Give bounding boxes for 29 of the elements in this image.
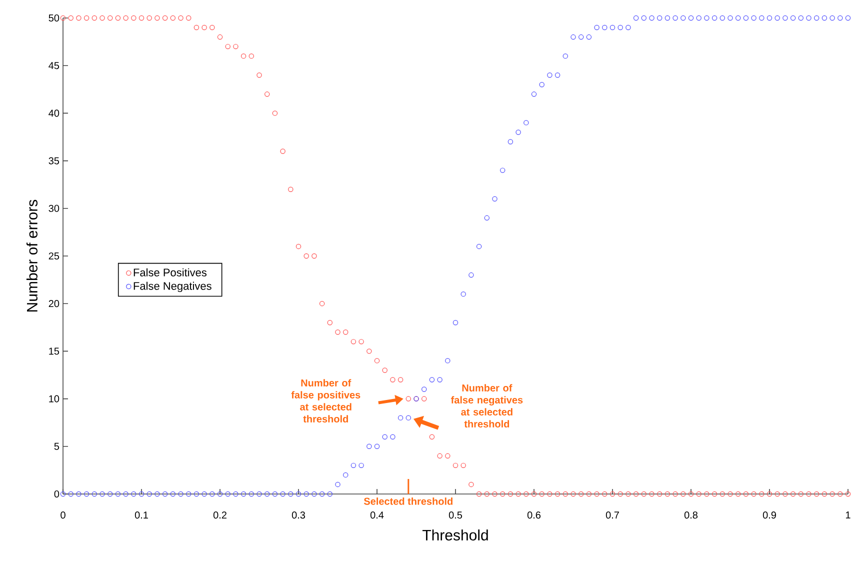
y-tick-label: 20 — [48, 300, 60, 308]
x-tick-label: 0.5 — [448, 512, 462, 519]
y-tick-label: 35 — [48, 157, 60, 164]
y-tick-label: 45 — [48, 62, 60, 70]
y-tick-label: 15 — [49, 348, 60, 355]
y-tick-label: 0 — [54, 490, 60, 498]
x-tick-label: 0.2 — [213, 512, 226, 519]
y-axis-title: Number of errors — [26, 200, 38, 312]
x-tick-label: 0.8 — [684, 512, 698, 519]
y-tick-label: 40 — [48, 110, 60, 117]
x-tick-label: 1 — [846, 512, 850, 518]
annotation: Number of false positives at selected threshold — [291, 379, 360, 422]
legend-label: False Negatives — [134, 282, 212, 292]
annotation: Number of false negatives at selected threshold — [450, 384, 523, 428]
x-tick-label: 0 — [60, 512, 66, 519]
x-tick-label: 0.4 — [370, 512, 384, 519]
y-tick-label: 50 — [48, 14, 60, 22]
legend-label: False Positives — [134, 268, 207, 276]
ref-line-label: Selected threshold — [364, 498, 452, 505]
x-tick-label: 0.7 — [606, 512, 619, 519]
x-tick-label: 0.9 — [762, 512, 776, 519]
y-tick-label: 30 — [48, 204, 60, 212]
y-tick-label: 25 — [48, 252, 60, 260]
y-tick-label: 5 — [54, 442, 60, 450]
x-axis-title: Threshold — [422, 529, 488, 540]
x-tick-label: 0.3 — [292, 512, 306, 519]
x-tick-label: 0.6 — [527, 512, 541, 519]
y-tick-label: 10 — [49, 395, 60, 402]
x-tick-label: 0.1 — [134, 512, 148, 519]
